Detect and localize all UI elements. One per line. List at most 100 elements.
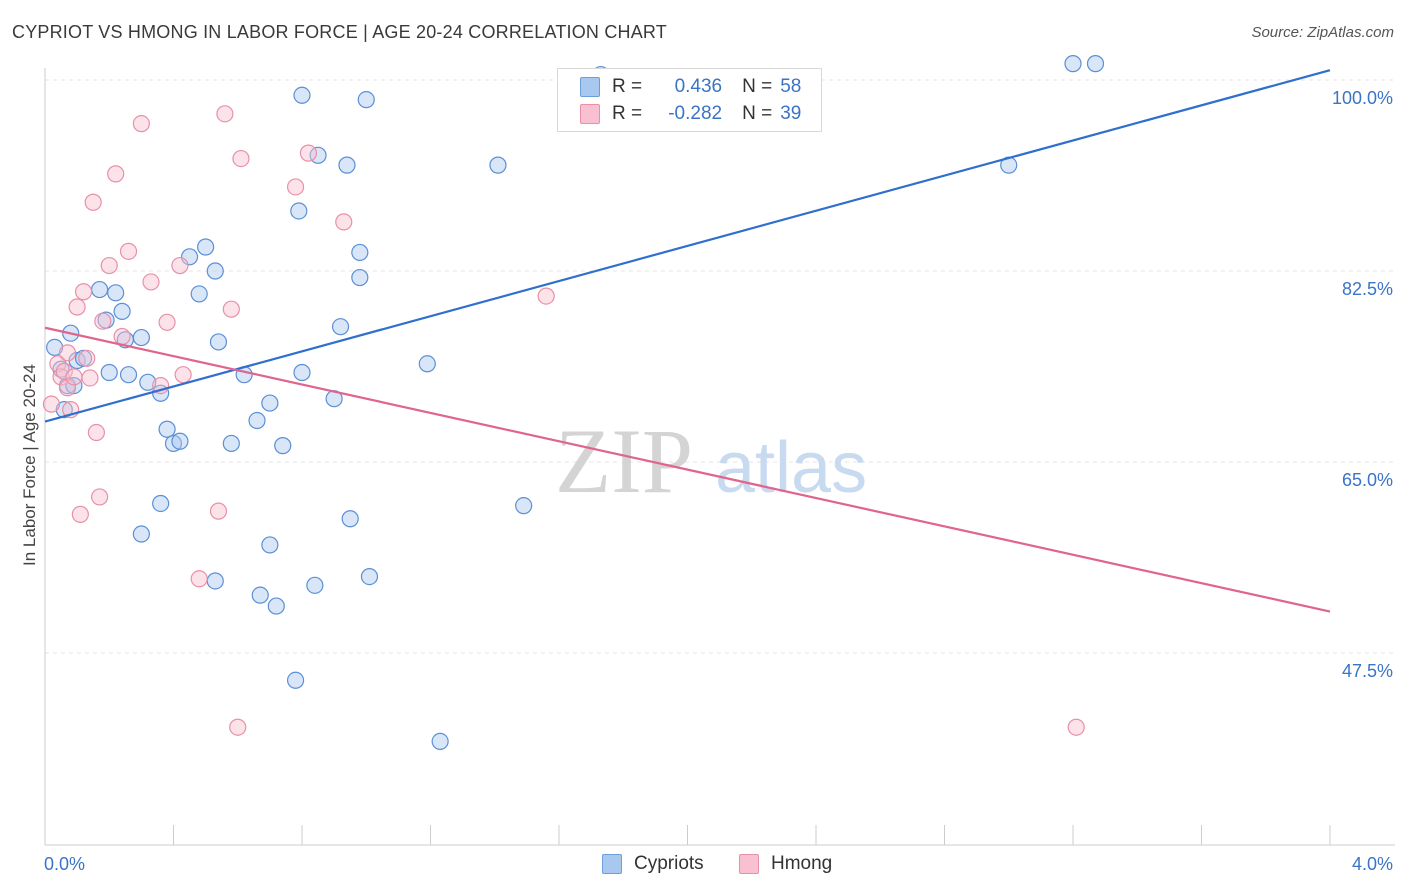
point-cypriots <box>274 437 292 455</box>
point-cypriots <box>222 434 240 453</box>
y-tick-label: 65.0% <box>1342 470 1393 490</box>
point-hmong <box>174 366 192 384</box>
bottom-legend-label-cypriots: Cypriots <box>634 853 704 874</box>
point-cypriots <box>171 432 189 450</box>
point-cypriots <box>261 536 279 554</box>
bottom-legend-swatch-hmong <box>739 854 759 874</box>
point-hmong <box>142 273 160 291</box>
point-hmong <box>58 379 77 397</box>
data-points <box>42 55 1105 751</box>
point-cypriots <box>132 525 150 543</box>
source-credit: Source: ZipAtlas.com <box>1251 24 1394 41</box>
legend-r-value: 0.436 <box>674 76 723 97</box>
point-hmong <box>171 256 189 275</box>
point-cypriots <box>338 156 356 174</box>
point-cypriots <box>119 366 138 384</box>
point-hmong <box>299 144 318 162</box>
point-hmong <box>81 369 99 387</box>
chart-title: CYPRIOT VS HMONG IN LABOR FORCE | AGE 20… <box>12 22 668 42</box>
bottom-legend-cypriots: Cypriots <box>602 853 704 875</box>
legend-n-label: N = <box>742 103 773 124</box>
point-hmong <box>71 505 89 523</box>
point-cypriots <box>209 333 228 351</box>
point-cypriots <box>46 338 64 356</box>
point-cypriots <box>100 363 118 382</box>
point-hmong <box>52 368 70 386</box>
legend-n-value: 39 <box>780 103 802 124</box>
point-cypriots <box>293 363 311 382</box>
point-cypriots <box>251 586 269 604</box>
point-hmong <box>94 312 112 330</box>
point-hmong <box>87 423 106 442</box>
point-hmong <box>84 193 102 211</box>
point-hmong <box>335 213 353 231</box>
y-tick-label: 82.5% <box>1342 279 1393 299</box>
x-tick-labels: 0.0% 4.0% <box>44 854 1393 874</box>
point-cypriots <box>515 497 533 515</box>
legend-r-label: R = <box>612 76 643 97</box>
point-cypriots <box>206 262 224 280</box>
y-tick-label: 100.0% <box>1332 88 1393 108</box>
point-hmong <box>78 349 96 367</box>
point-cypriots <box>152 494 170 513</box>
axes <box>44 68 1395 846</box>
point-cypriots <box>107 284 125 302</box>
watermark-zip: ZIP <box>555 410 693 512</box>
point-cypriots <box>55 401 73 419</box>
point-cypriots <box>65 377 83 395</box>
point-hmong <box>42 395 61 413</box>
bottom-legend-swatch-cypriots <box>602 854 622 874</box>
point-cypriots <box>267 597 285 615</box>
point-cypriots <box>1064 55 1082 73</box>
legend-row-hmong: R = -0.282 N = 39 <box>580 102 801 126</box>
point-cypriots <box>158 420 176 438</box>
point-hmong <box>216 105 234 123</box>
point-cypriots <box>261 394 279 412</box>
legend-r-label: R = <box>612 103 643 124</box>
trend-line-hmong <box>44 326 1331 613</box>
point-hmong <box>232 149 250 168</box>
correlation-legend: R = 0.436 N = 58 R = -0.282 N = 39 <box>557 68 822 132</box>
point-cypriots <box>164 434 183 453</box>
legend-row-cypriots: R = 0.436 N = 58 <box>580 75 801 99</box>
point-cypriots <box>132 328 150 347</box>
point-hmong <box>113 327 131 346</box>
point-cypriots <box>431 732 449 751</box>
point-cypriots <box>489 156 507 174</box>
legend-swatch-cypriots <box>580 77 600 97</box>
point-hmong <box>65 368 83 386</box>
point-hmong <box>132 115 150 133</box>
point-cypriots <box>286 671 305 689</box>
point-cypriots <box>180 248 199 266</box>
point-cypriots <box>306 576 324 594</box>
point-hmong <box>58 344 77 362</box>
legend-n-value: 58 <box>780 76 802 97</box>
y-tick-labels: 47.5% 65.0% 82.5% 100.0% <box>1332 88 1393 681</box>
point-cypriots <box>197 238 215 256</box>
point-cypriots <box>248 411 266 430</box>
point-hmong <box>190 570 208 588</box>
legend-swatch-hmong <box>580 104 600 124</box>
point-hmong <box>55 362 73 381</box>
point-hmong <box>68 298 86 316</box>
point-cypriots <box>190 285 208 303</box>
point-cypriots <box>1086 55 1105 73</box>
point-hmong <box>119 242 138 260</box>
point-hmong <box>286 178 305 196</box>
bottom-legend-label-hmong: Hmong <box>771 853 833 874</box>
point-cypriots <box>360 567 379 586</box>
point-cypriots <box>139 373 157 391</box>
point-hmong <box>222 300 240 318</box>
x-tick-label: 4.0% <box>1352 854 1393 874</box>
point-hmong <box>537 287 555 305</box>
point-hmong <box>158 313 176 331</box>
trend-line-cypriots <box>44 69 1331 423</box>
point-cypriots <box>91 280 109 299</box>
bottom-legend-hmong: Hmong <box>739 853 832 875</box>
point-cypriots <box>351 243 369 262</box>
point-cypriots <box>206 572 224 590</box>
point-cypriots <box>341 510 359 528</box>
legend-r-value: -0.282 <box>668 103 723 124</box>
point-cypriots <box>418 355 436 373</box>
